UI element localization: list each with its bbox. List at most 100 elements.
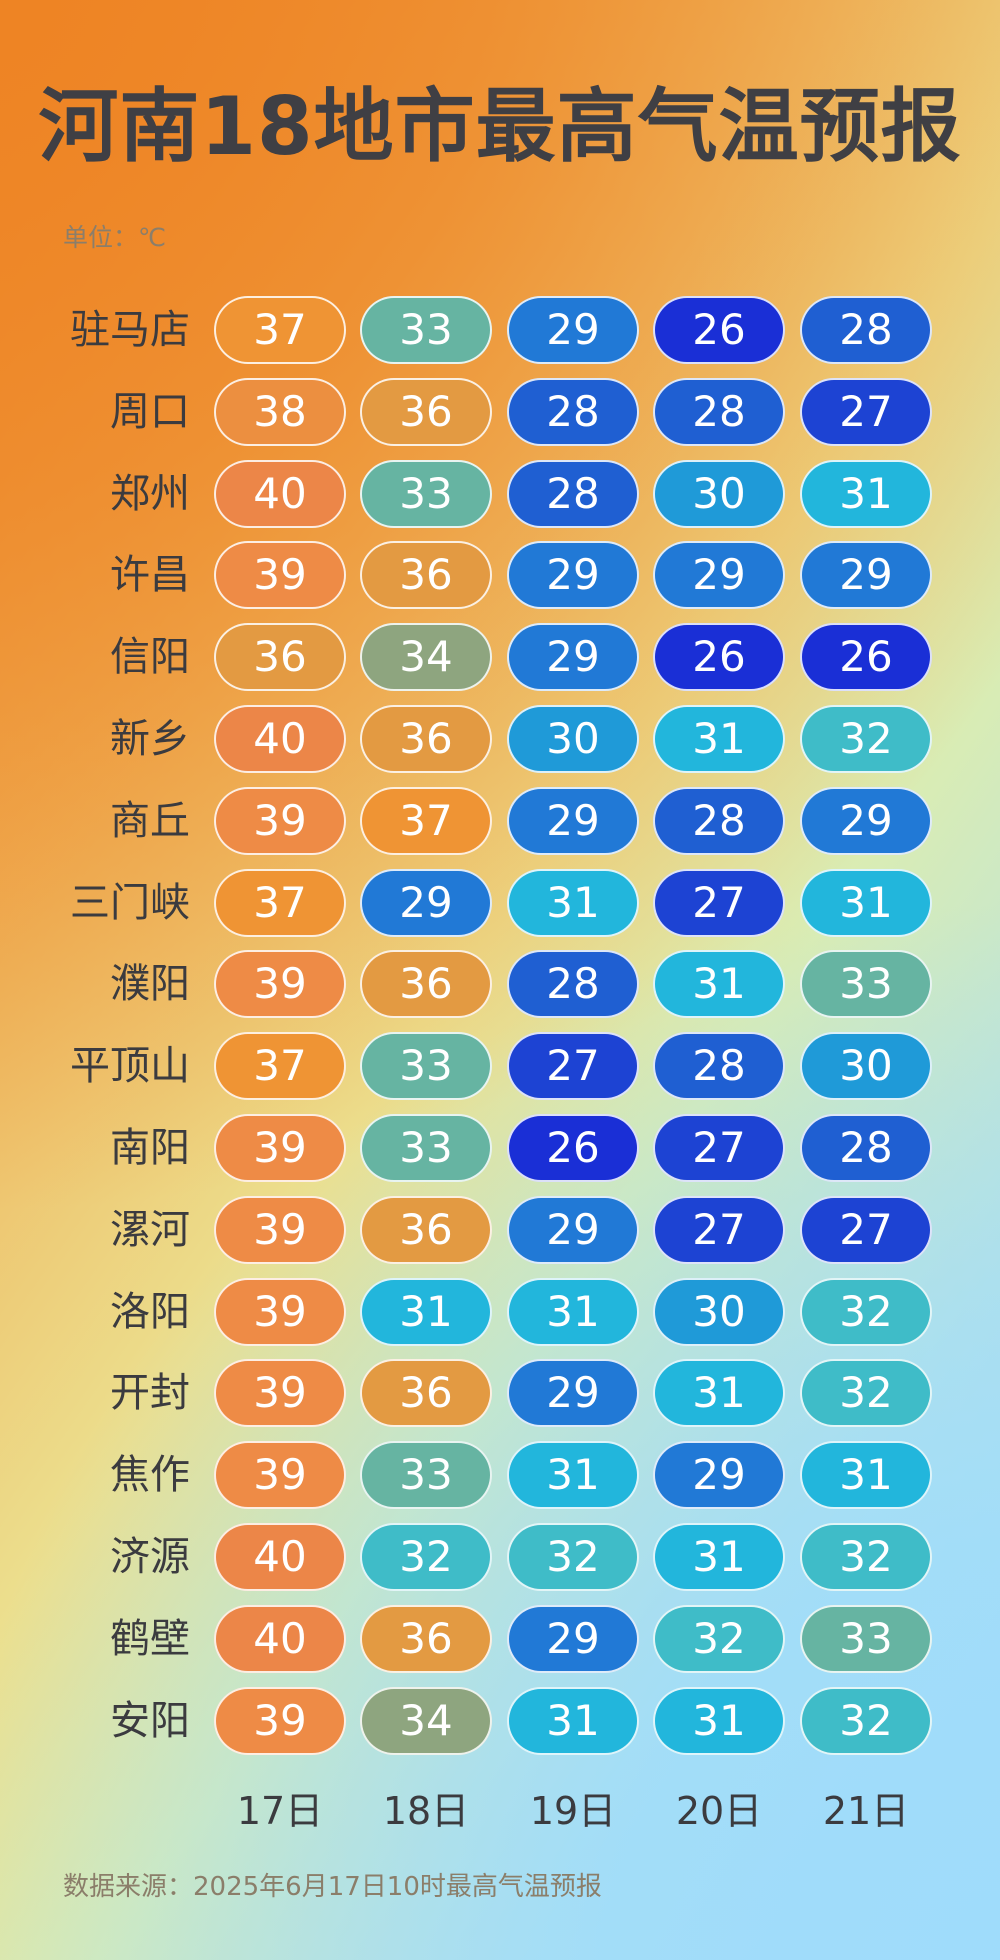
temperature-cell: 33 [360,1114,492,1182]
temperature-cell: 31 [800,1441,932,1509]
temperature-cell: 31 [653,1359,785,1427]
temperature-cell: 36 [214,623,346,691]
temperature-cell: 29 [507,296,639,364]
temperature-cell: 29 [653,1441,785,1509]
temperature-cell: 29 [507,1359,639,1427]
date-label: 20日 [675,1789,763,1833]
temperature-cell: 40 [214,1523,346,1591]
temperature-cell: 27 [507,1032,639,1100]
temperature-cell: 29 [360,869,492,937]
temperature-cell: 28 [800,1114,932,1182]
temperature-cell: 29 [507,1196,639,1264]
temperature-cell: 39 [214,541,346,609]
city-label: 漯河 [110,1207,190,1253]
temperature-cell: 27 [653,1196,785,1264]
temperature-cell: 32 [800,1687,932,1755]
temperature-cell: 27 [653,869,785,937]
temperature-cell: 29 [507,787,639,855]
temperature-cell: 33 [800,1605,932,1673]
temperature-cell: 31 [800,460,932,528]
temperature-cell: 26 [507,1114,639,1182]
temperature-cell: 30 [653,1278,785,1346]
temperature-cell: 39 [214,1441,346,1509]
temperature-cell: 31 [507,1687,639,1755]
temperature-cell: 33 [800,950,932,1018]
date-label: 17日 [236,1789,324,1833]
temperature-cell: 37 [214,296,346,364]
page-title: 河南18地市最高气温预报 [38,80,962,173]
temperature-cell: 33 [360,460,492,528]
temperature-cell: 31 [653,950,785,1018]
temperature-cell: 37 [214,869,346,937]
temperature-cell: 36 [360,541,492,609]
temperature-cell: 31 [653,1523,785,1591]
temperature-cell: 29 [507,541,639,609]
temperature-cell: 28 [507,460,639,528]
temperature-cell: 28 [800,296,932,364]
temperature-cell: 31 [653,705,785,773]
temperature-cell: 33 [360,1441,492,1509]
city-label: 平顶山 [70,1043,190,1089]
temperature-cell: 39 [214,787,346,855]
temperature-cell: 28 [653,1032,785,1100]
city-label: 济源 [110,1534,190,1580]
temperature-cell: 31 [507,1278,639,1346]
city-label: 郑州 [110,471,190,517]
temperature-cell: 32 [360,1523,492,1591]
temperature-cell: 36 [360,1359,492,1427]
city-label: 商丘 [110,798,190,844]
temperature-cell: 32 [800,705,932,773]
city-label: 周口 [110,389,190,435]
temperature-cell: 40 [214,705,346,773]
temperature-cell: 30 [507,705,639,773]
temperature-cell: 34 [360,1687,492,1755]
temperature-cell: 36 [360,1605,492,1673]
city-label: 驻马店 [70,307,190,353]
temperature-cell: 30 [653,460,785,528]
temperature-cell: 33 [360,1032,492,1100]
temperature-cell: 31 [507,869,639,937]
temperature-cell: 39 [214,1196,346,1264]
unit-label: 单位：℃ [63,223,167,252]
temperature-cell: 30 [800,1032,932,1100]
source-note: 数据来源：2025年6月17日10时最高气温预报 [63,1872,602,1902]
temperature-cell: 32 [653,1605,785,1673]
temperature-cell: 28 [507,950,639,1018]
temperature-cell: 34 [360,623,492,691]
temperature-cell: 38 [214,378,346,446]
temperature-cell: 36 [360,950,492,1018]
temperature-cell: 31 [360,1278,492,1346]
date-label: 18日 [382,1789,470,1833]
city-label: 许昌 [110,552,190,598]
temperature-cell: 36 [360,705,492,773]
temperature-cell: 39 [214,1114,346,1182]
temperature-cell: 32 [800,1359,932,1427]
temperature-cell: 31 [800,869,932,937]
temperature-cell: 26 [653,296,785,364]
temperature-cell: 26 [653,623,785,691]
temperature-cell: 39 [214,1359,346,1427]
date-label: 21日 [822,1789,910,1833]
temperature-cell: 27 [653,1114,785,1182]
temperature-cell: 27 [800,1196,932,1264]
temperature-cell: 28 [653,378,785,446]
temperature-cell: 31 [507,1441,639,1509]
date-label: 19日 [529,1789,617,1833]
temperature-cell: 37 [214,1032,346,1100]
temperature-cell: 36 [360,1196,492,1264]
temperature-cell: 36 [360,378,492,446]
temperature-cell: 29 [800,787,932,855]
city-label: 洛阳 [110,1289,190,1335]
city-label: 三门峡 [70,880,190,926]
city-label: 濮阳 [110,961,190,1007]
city-label: 鹤壁 [110,1616,190,1662]
city-label: 开封 [110,1370,190,1416]
temperature-cell: 40 [214,460,346,528]
temperature-cell: 26 [800,623,932,691]
temperature-cell: 29 [507,1605,639,1673]
temperature-cell: 39 [214,1687,346,1755]
city-label: 安阳 [110,1698,190,1744]
temperature-cell: 40 [214,1605,346,1673]
city-label: 新乡 [110,716,190,762]
